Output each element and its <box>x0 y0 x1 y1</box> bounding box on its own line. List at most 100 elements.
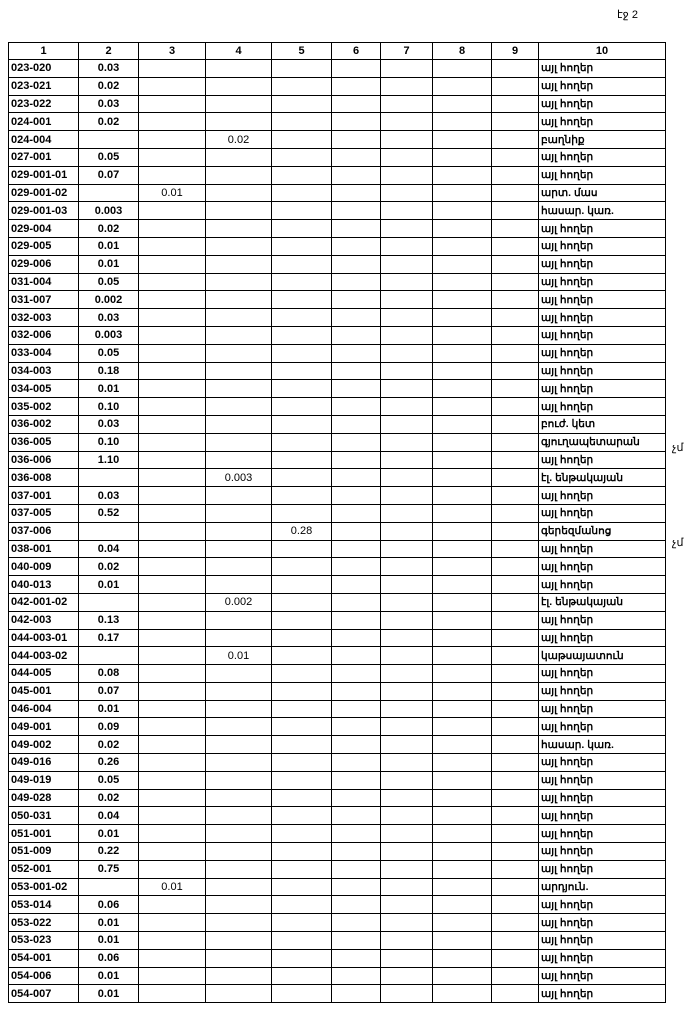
area-cell <box>331 788 381 808</box>
area-cell: 0.05 <box>78 343 139 363</box>
area-cell <box>271 130 332 149</box>
area-cell <box>380 468 433 488</box>
area-cell <box>432 770 492 790</box>
area-cell <box>205 984 272 1004</box>
land-use-cell: այլ հողեր <box>538 254 666 274</box>
area-cell <box>331 219 381 238</box>
parcel-code-cell: 036-002 <box>8 414 79 434</box>
area-cell: 0.01 <box>78 379 139 399</box>
area-cell <box>380 931 433 950</box>
area-cell <box>491 984 539 1004</box>
area-cell <box>432 984 492 1004</box>
area-cell <box>432 806 492 826</box>
area-cell <box>380 59 433 78</box>
area-cell <box>491 539 539 559</box>
table-row: 053-014 0.06 այլ հողեր <box>8 895 666 915</box>
area-cell <box>138 379 206 399</box>
area-cell <box>271 895 332 915</box>
area-cell <box>271 664 332 683</box>
area-cell <box>331 948 381 968</box>
area-cell <box>78 130 139 149</box>
area-cell: 0.002 <box>205 592 272 612</box>
area-cell <box>491 361 539 381</box>
area-cell <box>331 94 381 114</box>
table-row: 044-003-01 0.17 այլ հողեր <box>8 628 666 648</box>
area-cell <box>380 130 433 149</box>
area-cell <box>380 432 433 452</box>
area-cell <box>432 343 492 363</box>
area-cell <box>331 325 381 345</box>
area-cell <box>432 290 492 310</box>
area-cell <box>380 824 433 844</box>
area-cell <box>432 859 492 879</box>
area-cell <box>491 112 539 132</box>
land-use-cell: այլ հողեր <box>538 699 666 719</box>
area-cell <box>138 521 206 541</box>
area-cell <box>271 486 332 505</box>
land-use-cell: այլ հողեր <box>538 788 666 808</box>
area-cell <box>331 575 381 594</box>
area-cell <box>271 76 332 96</box>
area-cell: 0.18 <box>78 361 139 381</box>
parcel-code-cell: 049-019 <box>8 770 79 790</box>
area-cell: 0.01 <box>78 699 139 719</box>
area-cell <box>331 76 381 96</box>
area-cell <box>331 165 381 185</box>
area-cell <box>138 308 206 327</box>
area-cell <box>138 575 206 594</box>
parcel-code-cell: 036-006 <box>8 450 79 470</box>
parcel-code-cell: 054-006 <box>8 966 79 986</box>
area-cell <box>380 539 433 559</box>
land-use-cell: այլ հողեր <box>538 361 666 381</box>
area-cell <box>432 254 492 274</box>
area-cell <box>138 165 206 185</box>
area-cell <box>78 592 139 612</box>
area-cell: 0.01 <box>205 646 272 666</box>
area-cell <box>138 236 206 256</box>
area-cell: 0.08 <box>78 664 139 683</box>
area-cell <box>491 859 539 879</box>
area-cell <box>432 219 492 238</box>
area-cell <box>271 468 332 488</box>
table-row: 029-001-02 0.01 արտ. մաս <box>8 183 666 203</box>
area-cell <box>491 913 539 933</box>
area-cell: 0.01 <box>78 931 139 950</box>
area-cell <box>432 165 492 185</box>
land-use-cell: այլ հողեր <box>538 913 666 933</box>
table-row: 023-020 0.03 այլ հողեր <box>8 59 666 78</box>
area-cell <box>205 486 272 505</box>
land-use-cell: այլ հողեր <box>538 984 666 1004</box>
area-cell <box>331 664 381 683</box>
area-cell <box>271 984 332 1004</box>
land-use-cell: այլ հողեր <box>538 219 666 238</box>
table-row: 054-006 0.01 այլ հողեր <box>8 966 666 986</box>
area-cell <box>491 59 539 78</box>
area-cell <box>205 379 272 399</box>
area-cell <box>205 503 272 523</box>
land-use-cell: արտ. մաս <box>538 183 666 203</box>
area-cell: 0.02 <box>78 788 139 808</box>
area-cell <box>331 130 381 149</box>
land-parcel-table: 1 2 3 4 5 6 7 8 9 10 023-020 0.03 այլ հողեր 023-021 0… <box>8 42 666 1004</box>
land-use-cell: այլ հողեր <box>538 94 666 114</box>
area-cell <box>138 966 206 986</box>
area-cell <box>331 842 381 861</box>
area-cell: 0.01 <box>78 913 139 933</box>
land-use-cell: այլ հողեր <box>538 664 666 683</box>
area-cell <box>432 272 492 292</box>
table-row: 049-016 0.26 այլ հողեր <box>8 753 666 772</box>
parcel-code-cell: 050-031 <box>8 806 79 826</box>
column-header-8: 8 <box>432 42 492 60</box>
area-cell <box>432 76 492 96</box>
area-cell <box>331 931 381 950</box>
area-cell <box>271 414 332 434</box>
area-cell <box>491 931 539 950</box>
column-header-6: 6 <box>331 42 381 60</box>
area-cell <box>380 664 433 683</box>
area-cell <box>380 948 433 968</box>
area-cell <box>491 592 539 612</box>
parcel-code-cell: 027-001 <box>8 147 79 167</box>
column-header-7: 7 <box>380 42 433 60</box>
area-cell <box>491 521 539 541</box>
area-cell <box>78 521 139 541</box>
